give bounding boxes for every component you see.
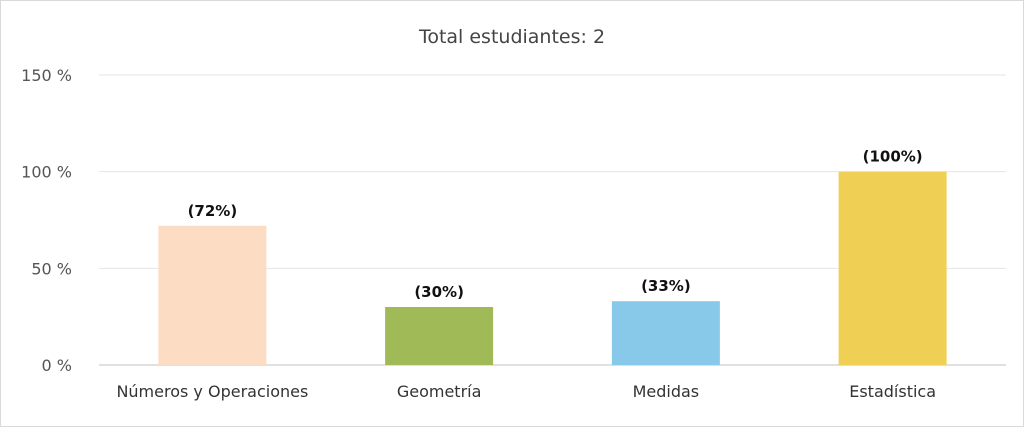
bars [158, 171, 947, 365]
bar[interactable] [838, 171, 947, 365]
data-labels: (72%) (30%) (33%) (100%) [188, 148, 923, 301]
data-label: (100%) [863, 148, 923, 166]
bar[interactable] [611, 301, 720, 365]
x-tick-label: Números y Operaciones [116, 382, 308, 401]
y-tick-label: 0 % [42, 356, 72, 375]
data-label: (33%) [641, 277, 691, 295]
y-tick-label: 150 % [21, 66, 72, 85]
x-tick-label: Geometría [397, 382, 482, 401]
x-axis-ticks: Números y Operaciones Geometría Medidas Est… [116, 382, 936, 401]
y-tick-label: 50 % [31, 259, 72, 278]
bar[interactable] [385, 307, 494, 365]
chart-title: Total estudiantes: 2 [418, 26, 605, 48]
x-tick-label: Estadística [849, 382, 936, 401]
data-label: (72%) [188, 202, 238, 220]
x-tick-label: Medidas [633, 382, 700, 401]
y-axis-ticks: 0 % 50 % 100 % 150 % [21, 66, 72, 375]
bar[interactable] [158, 225, 267, 365]
data-label: (30%) [414, 283, 464, 301]
y-tick-label: 100 % [21, 163, 72, 182]
